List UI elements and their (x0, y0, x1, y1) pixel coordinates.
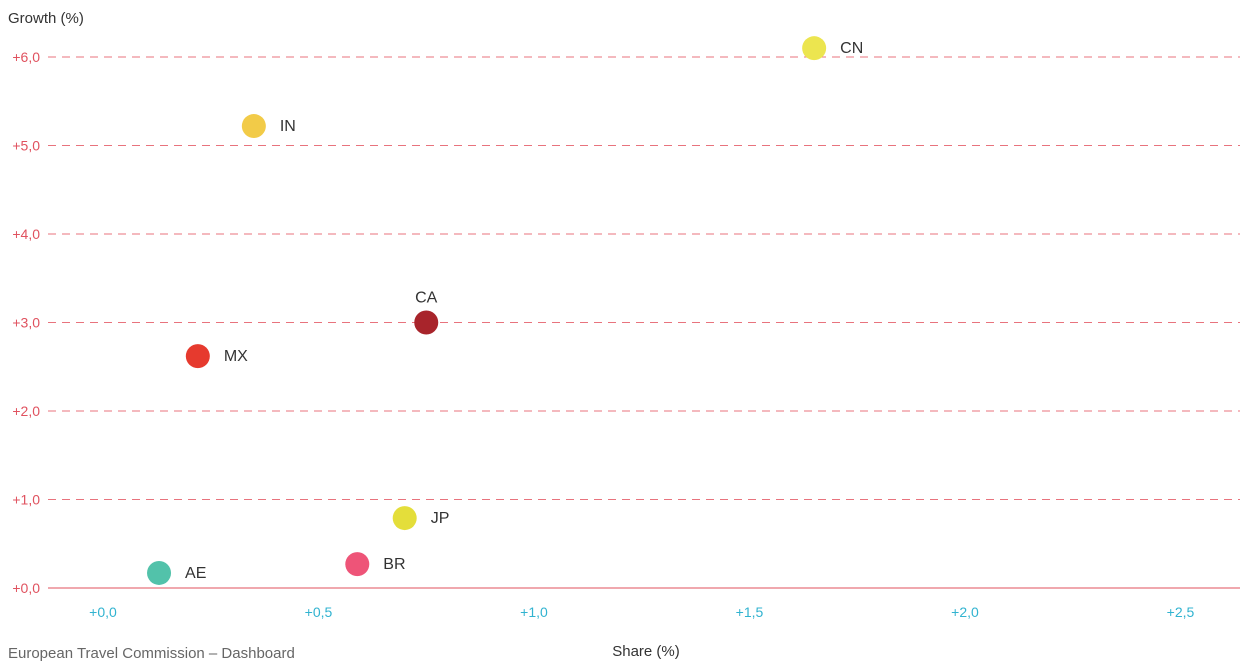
x-tick-label: +2,0 (951, 604, 979, 620)
x-tick-label: +1,5 (736, 604, 764, 620)
x-tick-label: +0,0 (89, 604, 117, 620)
point-label-ae: AE (185, 565, 206, 582)
y-tick-label: +5,0 (12, 138, 40, 154)
x-tick-labels: +0,0+0,5+1,0+1,5+2,0+2,5+3,0+3,5+4,0+4,5… (89, 604, 1195, 620)
y-tick-label: +2,0 (12, 403, 40, 419)
data-points: CNINUSCAMXRUJPBRAE (147, 36, 863, 585)
x-tick-label: +0,5 (305, 604, 333, 620)
data-point-jp (392, 506, 417, 531)
point-label-ca: CA (415, 290, 438, 307)
footer-source: European Travel Commission – Dashboard (8, 645, 295, 662)
point-label-in: IN (280, 118, 296, 135)
y-tick-labels: +0,0 +1,0 +2,0 +3,0 +4,0 +5,0 +6,0 (12, 49, 40, 596)
point-label-jp: JP (431, 510, 450, 527)
x-tick-label: +1,0 (520, 604, 548, 620)
y-tick-label: +1,0 (12, 492, 40, 508)
data-point-ae (147, 560, 172, 585)
point-label-mx: MX (224, 348, 248, 365)
point-label-cn: CN (840, 40, 863, 57)
y-tick-label: +6,0 (12, 49, 40, 65)
x-axis-title: Share (%) (612, 643, 680, 660)
y-tick-label: +4,0 (12, 226, 40, 242)
y-axis-title: Growth (%) (8, 10, 84, 27)
y-tick-label: +3,0 (12, 315, 40, 331)
data-point-ca (414, 310, 439, 335)
data-point-mx (185, 344, 210, 369)
data-point-in (241, 114, 266, 139)
x-tick-label: +2,5 (1167, 604, 1195, 620)
y-tick-label: +0,0 (12, 580, 40, 596)
data-point-br (345, 552, 370, 577)
data-point-cn (802, 36, 827, 61)
gridlines (48, 56, 1240, 500)
point-label-br: BR (383, 556, 405, 573)
